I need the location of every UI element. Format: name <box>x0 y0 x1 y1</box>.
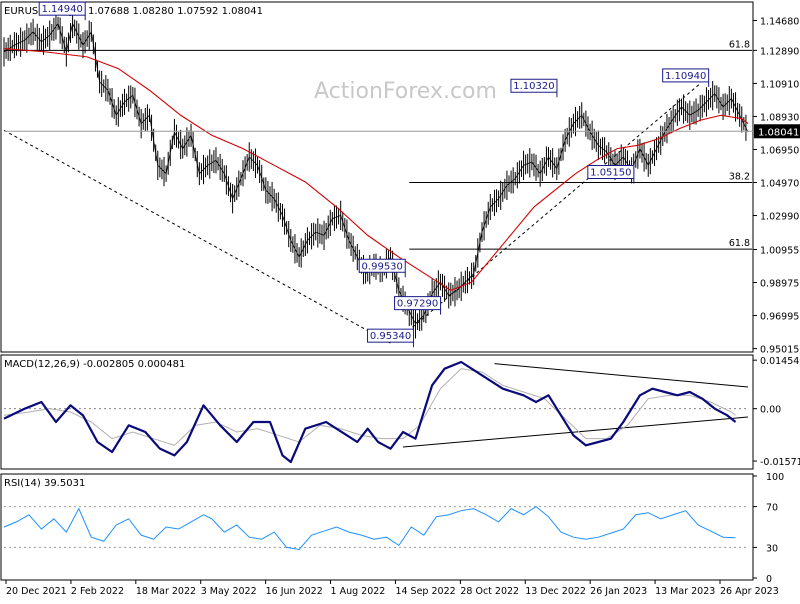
price-y-tick-label: 1.08930 <box>760 112 799 123</box>
x-tick-label: 3 May 2022 <box>201 586 257 597</box>
price-marker-label: 0.97290 <box>397 299 438 310</box>
x-tick-label: 16 Jun 2022 <box>266 586 323 597</box>
price-y-tick-label: 1.10910 <box>760 79 799 90</box>
ohlc-values: 1.07688 1.08280 1.07592 1.08041 <box>88 6 263 17</box>
price-y-tick-label: 0.98975 <box>760 279 799 290</box>
macd-trendline <box>494 363 749 388</box>
macd-series-layer <box>3 360 749 464</box>
macd-panel-title: MACD(12,26,9) -0.002805 0.000481 <box>4 359 185 370</box>
macd-y-tick-label: 0.014549 <box>760 356 800 367</box>
price-marker-label: 1.10940 <box>665 71 706 82</box>
price-marker-box <box>587 165 635 180</box>
macd-y-tick-label: 0.00 <box>760 405 781 416</box>
price-y-tick-label: 1.04970 <box>760 179 799 190</box>
price-marker-box <box>358 258 406 273</box>
price-y-tick-label: 1.02990 <box>760 212 799 223</box>
price-marker-box <box>662 68 710 83</box>
macd-y-tick-label: -0.015712 <box>760 457 800 468</box>
x-tick-label: 2 Feb 2022 <box>71 586 124 597</box>
macd-line <box>3 360 737 464</box>
rsi-y-tick-label: 100 <box>766 472 784 483</box>
price-y-tick-label: 1.14680 <box>760 17 799 28</box>
x-tick-label: 18 Mar 2022 <box>136 586 196 597</box>
price-marker-label: 1.14940 <box>42 4 83 15</box>
x-tick-label: 26 Jan 2023 <box>590 586 647 597</box>
rsi-y-tick-label: 30 <box>766 543 778 554</box>
x-tick-label: 26 Apr 2023 <box>720 586 779 597</box>
x-tick-label: 13 Dec 2022 <box>525 586 586 597</box>
price-marker-box <box>510 78 558 93</box>
macd-signal-line <box>3 368 736 446</box>
price-marker-label: 1.10320 <box>513 81 554 92</box>
rsi-y-tick-label: 70 <box>766 503 778 514</box>
fib-level-label: 61.8 <box>729 39 750 50</box>
x-tick-label: 14 Sep 2022 <box>395 586 455 597</box>
macd-panel-frame <box>0 354 754 470</box>
price-marker-box <box>394 296 442 311</box>
x-tick-label: 28 Oct 2022 <box>460 586 519 597</box>
rsi-line <box>3 505 736 550</box>
current-price-box <box>754 124 800 139</box>
price-panel-frame <box>0 1 754 353</box>
price-marker-label: 0.99530 <box>362 261 403 272</box>
price-marker-box <box>367 328 415 343</box>
axes-layer: 1.14680 1.12890 1.10910 1.08930 1.06950 1.049… <box>5 17 800 597</box>
fib-level-label: 61.8 <box>729 238 750 249</box>
price-marker-label: 0.95340 <box>370 331 411 342</box>
price-y-tick-label: 1.00955 <box>760 245 799 256</box>
price-y-tick-label: 1.06950 <box>760 145 799 156</box>
price-marker-label: 1.05150 <box>590 168 631 179</box>
current-price-label: 1.08041 <box>758 127 799 138</box>
price-trendline <box>3 129 391 344</box>
macd-trendline <box>402 416 749 448</box>
rsi-panel-title: RSI(14) 39.5031 <box>4 478 85 489</box>
x-tick-label: 13 Mar 2023 <box>655 586 715 597</box>
x-tick-label: 1 Aug 2022 <box>331 586 386 597</box>
price-y-tick-label: 1.12890 <box>760 46 799 57</box>
rsi-panel-frame <box>0 473 754 581</box>
watermark: ActionForex.com <box>314 79 497 104</box>
rsi-series-layer <box>3 505 748 550</box>
price-y-tick-label: 0.96995 <box>760 312 799 323</box>
price-series-layer: 61.8 38.2 61.8 1.14940 1.10320 1.10940 1.05150… <box>3 1 753 348</box>
moving-average-line <box>3 47 749 292</box>
price-y-tick-label: 0.95015 <box>760 345 799 356</box>
rsi-y-tick-label: 0 <box>766 574 772 585</box>
fib-level-label: 38.2 <box>729 172 750 183</box>
price-marker-box <box>38 1 86 16</box>
x-tick-label: 20 Dec 2021 <box>6 586 67 597</box>
